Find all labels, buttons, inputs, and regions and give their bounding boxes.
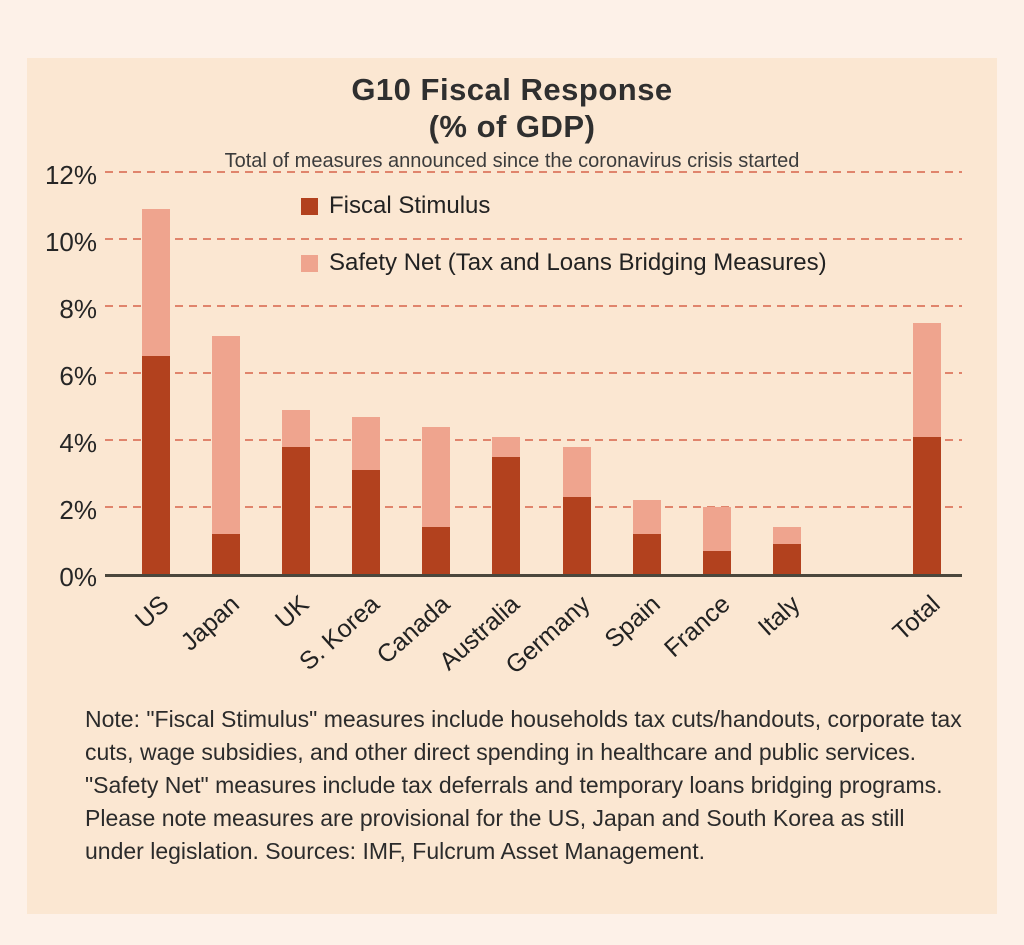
y-tick-label: 6% <box>59 361 97 391</box>
y-tick-label: 8% <box>59 294 97 324</box>
chart-title: G10 Fiscal Response <box>351 72 673 107</box>
chart-subtitle: Total of measures announced since the co… <box>224 150 800 172</box>
stacked-bar <box>632 500 661 574</box>
stacked-bar <box>422 426 451 574</box>
plot-area: US Japan UK S. Korea Canada Australia Germany S… <box>105 171 962 680</box>
stacked-bar <box>352 416 381 574</box>
bar-segment-safety-net <box>142 208 171 357</box>
bar-group: Total <box>888 175 962 646</box>
bar-segment-safety-net <box>212 336 241 534</box>
gridline <box>105 238 962 240</box>
bar-segment-fiscal-stimulus <box>492 456 521 574</box>
legend-item-safety-net: Safety Net (Tax and Loans Bridging Measu… <box>301 246 827 280</box>
bar-segment-fiscal-stimulus <box>142 356 171 574</box>
bar-segment-safety-net <box>702 507 731 551</box>
y-tick-label: 12% <box>44 160 97 190</box>
bar-group: Germany <box>500 175 611 680</box>
gridline <box>105 506 962 508</box>
bar-segment-fiscal-stimulus <box>562 496 591 574</box>
bar-group: Italy <box>752 175 822 641</box>
y-tick-label: 2% <box>59 495 97 525</box>
chart-area: 0% 2% 4% 6% 8% 10% 12% US Japan UK S. Korea Canada… <box>35 160 962 680</box>
y-tick-label: 4% <box>59 428 97 458</box>
spacer-slot <box>822 175 892 574</box>
note-text: Note: "Fiscal Stimulus" measures include… <box>85 706 962 864</box>
bar-segment-safety-net <box>562 446 591 497</box>
stacked-bar <box>562 446 591 574</box>
x-axis-label: US <box>130 590 175 635</box>
bar-group: US <box>121 175 191 634</box>
legend-label-fiscal-stimulus: Fiscal Stimulus <box>329 192 491 219</box>
x-axis-label: Total <box>887 590 946 647</box>
legend-label-safety-net: Safety Net (Tax and Loans Bridging Measu… <box>329 249 827 276</box>
x-axis-label: Japan <box>175 590 245 657</box>
gridline <box>105 305 962 307</box>
bar-segment-safety-net <box>352 416 381 471</box>
y-tick-label: 10% <box>44 227 97 257</box>
bar-segment-fiscal-stimulus <box>212 533 241 574</box>
gridline <box>105 439 962 441</box>
legend-swatch-safety-net <box>301 254 318 272</box>
bar-group: Canada <box>371 175 471 669</box>
stacked-bar <box>492 436 521 574</box>
bar-segment-fiscal-stimulus <box>702 550 731 574</box>
gridline <box>105 372 962 374</box>
y-axis: 0% 2% 4% 6% 8% 10% 12% <box>35 160 105 592</box>
bar-segment-fiscal-stimulus <box>282 446 311 574</box>
bar-group: UK <box>261 175 331 634</box>
stacked-bar <box>912 322 941 574</box>
chart-card: G10 Fiscal Response (% of GDP) Total of … <box>27 58 997 914</box>
bar-segment-safety-net <box>282 409 311 447</box>
stacked-bar <box>212 336 241 574</box>
bar-group: Spain <box>599 175 682 654</box>
bar-group: France <box>659 175 752 663</box>
stacked-bar <box>772 527 801 574</box>
bar-segment-fiscal-stimulus <box>632 533 661 574</box>
bar-group: Japan <box>175 175 261 656</box>
bars-row: US Japan UK S. Korea Canada Australia Germany S… <box>105 175 962 680</box>
x-axis-label: Spain <box>599 590 666 654</box>
bar-segment-safety-net <box>492 436 521 457</box>
x-axis-label: Italy <box>752 590 806 642</box>
bar-segment-fiscal-stimulus <box>912 436 941 574</box>
bar-group: Australia <box>434 175 541 676</box>
legend-item-fiscal-stimulus: Fiscal Stimulus <box>301 189 827 223</box>
bar-segment-safety-net <box>772 527 801 544</box>
y-tick-label: 0% <box>59 562 97 592</box>
bar-segment-fiscal-stimulus <box>352 470 381 574</box>
legend-swatch-fiscal-stimulus <box>301 197 318 215</box>
chart-title-line2: (% of GDP) <box>428 109 596 144</box>
bar-segment-fiscal-stimulus <box>422 527 451 574</box>
stacked-bar <box>142 208 171 574</box>
stacked-bar <box>702 507 731 574</box>
gridline <box>105 171 962 173</box>
x-axis-label: UK <box>270 590 315 635</box>
legend: Fiscal Stimulus Safety Net (Tax and Loan… <box>301 189 827 303</box>
bar-segment-safety-net <box>422 426 451 528</box>
bar-segment-safety-net <box>632 500 661 534</box>
bar-segment-safety-net <box>912 322 941 437</box>
bar-segment-fiscal-stimulus <box>772 543 801 574</box>
bar-group: S. Korea <box>294 175 401 676</box>
x-axis-label: France <box>658 590 736 663</box>
stacked-bar <box>282 409 311 574</box>
